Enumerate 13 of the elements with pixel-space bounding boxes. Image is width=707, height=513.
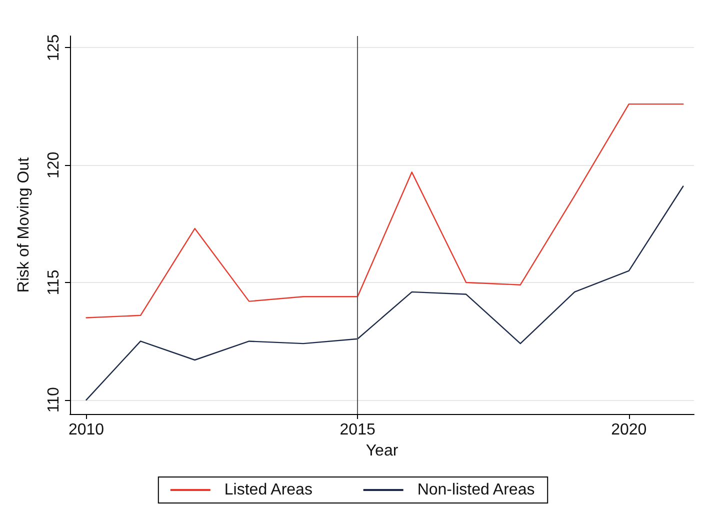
legend-label: Listed Areas	[224, 482, 312, 498]
line-series	[86, 186, 684, 401]
y-tick-label: 120	[46, 152, 62, 178]
x-tick-label: 2015	[340, 422, 376, 438]
legend-label: Non-listed Areas	[417, 482, 535, 498]
line-series	[86, 103, 684, 318]
y-tick-label: 115	[46, 270, 62, 296]
y-tick-label: 125	[46, 34, 62, 62]
x-tick-label: 2010	[68, 422, 104, 438]
y-tick-label: 110	[46, 387, 62, 413]
x-axis-title: Year	[366, 442, 399, 460]
y-axis-title: Risk of Moving Out	[16, 156, 32, 293]
x-tick-label: 2020	[611, 422, 647, 438]
